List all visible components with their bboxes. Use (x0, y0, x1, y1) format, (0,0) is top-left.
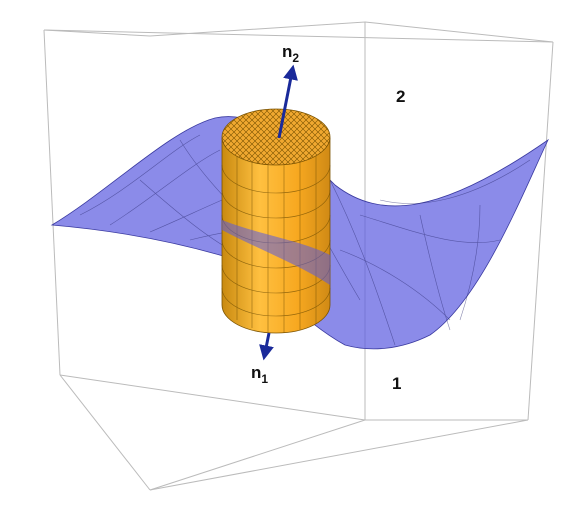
region-label-top: 2 (396, 87, 405, 106)
normal-arrow-top (277, 64, 298, 139)
surface-front (222, 220, 330, 285)
cylinder (221, 108, 331, 334)
label-base: n (251, 363, 261, 382)
normal-arrow-bottom (259, 332, 274, 361)
region-label-bottom: 1 (392, 374, 401, 393)
label-base: n (282, 42, 292, 61)
label-sub: 1 (261, 372, 268, 386)
surface-grid (79, 129, 531, 346)
normal-label-bottom: n1 (251, 363, 268, 386)
label-sub: 2 (292, 51, 299, 65)
normal-label-top: n2 (282, 42, 299, 65)
